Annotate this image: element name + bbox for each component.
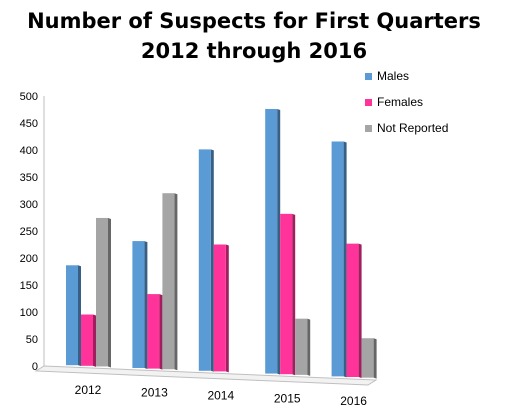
bar-females-2015 — [280, 213, 293, 375]
y-tick-label: 500 — [20, 91, 38, 103]
bar-side-females-2015 — [292, 213, 296, 376]
y-tick-label: 200 — [20, 253, 38, 265]
bar-side-not-reported-2015 — [307, 318, 311, 376]
chart-floor — [34, 365, 378, 386]
y-tick-label: 450 — [20, 118, 38, 130]
x-axis-labels: 2012 2013 2014 2015 2016 — [75, 383, 368, 408]
x-category-label: 2014 — [207, 388, 234, 402]
bar-females-2016 — [346, 243, 359, 378]
bar-females-2014 — [213, 244, 226, 372]
y-tick-label: 150 — [20, 280, 38, 292]
bar-side-males-2016 — [343, 141, 347, 378]
bar-males-2015 — [265, 108, 278, 374]
bar-side-females-2016 — [358, 243, 362, 379]
bar-side-females-2013 — [159, 294, 163, 370]
bar-side-not-reported-2013 — [174, 193, 178, 371]
x-category-label: 2016 — [340, 394, 367, 408]
legend-label: Males — [377, 69, 409, 83]
y-tick-label: 250 — [20, 226, 38, 238]
chart-legend: Males Females Not Reported — [365, 69, 448, 135]
legend-swatch — [365, 73, 372, 80]
legend-label: Not Reported — [377, 121, 448, 135]
y-tick-label: 300 — [20, 199, 38, 211]
x-category-label: 2012 — [75, 383, 102, 397]
y-tick-label: 350 — [20, 172, 38, 184]
bar-side-males-2014 — [210, 149, 214, 372]
chart-title-line-1: Number of Suspects for First Quarters — [27, 9, 481, 33]
y-tick-label: 50 — [26, 334, 38, 346]
bar-males-2016 — [331, 141, 344, 377]
bar-not-reported-2016 — [361, 338, 374, 378]
y-tick-label: 0 — [32, 361, 38, 373]
bar-side-females-2012 — [93, 314, 96, 367]
chart-title-line-2: 2012 through 2016 — [140, 39, 368, 63]
y-tick-label: 400 — [20, 145, 38, 157]
chart-axes — [34, 96, 378, 386]
bar-males-2014 — [198, 149, 211, 371]
bar-males-2012 — [66, 265, 78, 366]
bar-side-not-reported-2016 — [373, 338, 377, 379]
chart-title: Number of Suspects for First Quarters 20… — [0, 6, 508, 66]
y-tick-label: 100 — [20, 307, 38, 319]
legend-label: Females — [377, 95, 423, 109]
bar-side-males-2013 — [144, 241, 148, 369]
chart-bars — [66, 108, 377, 379]
x-category-label: 2015 — [274, 391, 301, 405]
bar-not-reported-2012 — [96, 217, 108, 367]
legend-swatch — [365, 99, 372, 106]
bar-females-2013 — [147, 294, 160, 369]
bar-females-2012 — [81, 314, 93, 366]
y-axis-ticks: 0 50 100 150 200 250 300 350 400 450 500 — [20, 91, 38, 373]
bar-males-2013 — [132, 241, 145, 368]
bar-not-reported-2015 — [295, 318, 308, 375]
bar-side-males-2012 — [78, 265, 81, 367]
bar-not-reported-2013 — [162, 193, 175, 370]
bar-side-males-2015 — [277, 108, 281, 375]
bar-side-not-reported-2012 — [108, 217, 111, 368]
x-category-label: 2013 — [141, 386, 168, 400]
bar-side-females-2014 — [225, 244, 229, 373]
legend-swatch — [365, 125, 372, 132]
